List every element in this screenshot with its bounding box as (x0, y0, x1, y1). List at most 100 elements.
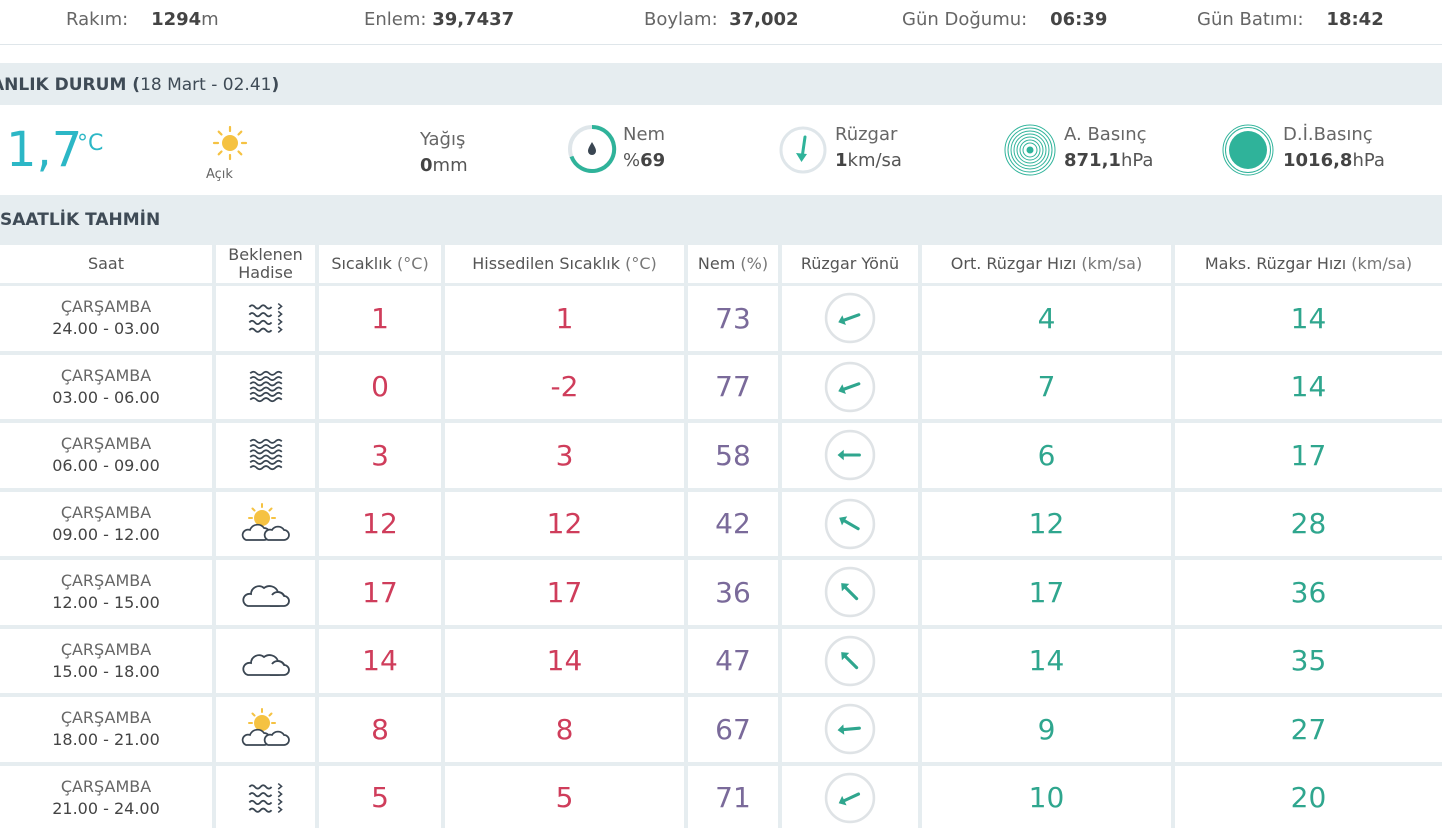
temperature-cell: 5 (319, 766, 441, 830)
current-condition-label: Açık (206, 167, 233, 182)
feels-like-cell: 8 (445, 697, 684, 762)
pressure-icon (1003, 123, 1057, 177)
weather-icon-cell (216, 560, 315, 625)
temperature-cell: 12 (319, 492, 441, 557)
sunset-value: 18:42 (1326, 9, 1383, 30)
feels-like-cell-value: 8 (556, 713, 574, 746)
wind-direction-cell (782, 355, 918, 420)
col-header-ort: Ort. Rüzgar Hızı (km/sa) (922, 245, 1171, 283)
avg-wind-cell-value: 4 (1038, 302, 1056, 335)
pressure-unit: hPa (1121, 150, 1153, 171)
wind-direction-arrow-icon (824, 498, 876, 550)
humidity-cell-value: 71 (715, 781, 751, 814)
sea-level-pressure-number: 1016,8 (1283, 150, 1352, 171)
humidity-cell: 73 (688, 286, 778, 351)
precip-number: 0 (420, 155, 433, 176)
col-header-yon: Rüzgar Yönü (782, 245, 918, 283)
max-wind-cell: 35 (1175, 629, 1442, 694)
current-heading-label: ANLIK DURUM ( (0, 75, 140, 95)
humidity-cell-value: 42 (715, 507, 751, 540)
feels-like-cell: 17 (445, 560, 684, 625)
avg-wind-cell-value: 10 (1029, 781, 1065, 814)
time-range: 09.00 - 12.00 (52, 524, 160, 546)
col-header-hadise-line2: Hadise (238, 264, 293, 282)
temperature-cell-value: 17 (362, 576, 398, 609)
feels-like-cell-value: 12 (547, 507, 583, 540)
temperature-cell-value: 8 (371, 713, 389, 746)
temperature-cell: 17 (319, 560, 441, 625)
avg-wind-cell-value: 7 (1038, 370, 1056, 403)
humidity-cell: 77 (688, 355, 778, 420)
feels-like-cell-value: 1 (556, 302, 574, 335)
wind-direction-arrow-icon (824, 566, 876, 618)
feels-like-cell-value: 3 (556, 439, 574, 472)
temperature-cell: 8 (319, 697, 441, 762)
wind-direction-arrow-icon (824, 635, 876, 687)
sea-level-pressure-icon (1221, 123, 1275, 177)
temperature-cell-value: 5 (371, 781, 389, 814)
humidity-cell-value: 73 (715, 302, 751, 335)
max-wind-cell-value: 36 (1291, 576, 1327, 609)
humidity-label: Nem (623, 124, 665, 145)
altitude-value: 1294 (151, 9, 201, 30)
avg-wind-cell: 6 (922, 423, 1171, 488)
max-wind-cell-value: 14 (1291, 370, 1327, 403)
hourly-forecast-title: SAATLİK TAHMİN (0, 210, 160, 230)
current-temperature-unit: °C (77, 131, 103, 156)
col-header-nem: Nem (%) (688, 245, 778, 283)
humidity-cell: 42 (688, 492, 778, 557)
time-range: 21.00 - 24.00 (52, 798, 160, 820)
wind-direction-arrow-icon (824, 429, 876, 481)
feels-like-cell: -2 (445, 355, 684, 420)
temperature-cell-value: 12 (362, 507, 398, 540)
col-header-ort-label: Ort. Rüzgar Hızı (951, 255, 1077, 273)
current-heading-text: ANLIK DURUM (18 Mart - 02.41) (0, 75, 279, 95)
col-header-hissedilen-unit: (°C) (625, 255, 657, 273)
col-header-sicaklik-label: Sıcaklık (331, 255, 392, 273)
temperature-cell: 0 (319, 355, 441, 420)
col-header-maks-unit: (km/sa) (1351, 255, 1412, 273)
avg-wind-cell-value: 14 (1029, 644, 1065, 677)
temperature-cell: 1 (319, 286, 441, 351)
humidity-cell: 58 (688, 423, 778, 488)
weather-icon-cell (216, 492, 315, 557)
max-wind-cell: 14 (1175, 286, 1442, 351)
feels-like-cell: 3 (445, 423, 684, 488)
weather-icon-cell (216, 697, 315, 762)
max-wind-cell: 14 (1175, 355, 1442, 420)
precip-label: Yağış (420, 129, 465, 150)
sun-icon (212, 125, 248, 161)
altitude: Rakım: 1294m (66, 9, 219, 30)
wind-value: 1km/sa (835, 150, 902, 171)
avg-wind-cell: 12 (922, 492, 1171, 557)
altitude-label: Rakım: (66, 9, 128, 30)
avg-wind-cell: 17 (922, 560, 1171, 625)
avg-wind-cell-value: 9 (1038, 713, 1056, 746)
col-header-saat: Saat (0, 245, 212, 283)
wind-direction-arrow-icon (824, 703, 876, 755)
longitude-label: Boylam: (644, 9, 718, 30)
current-conditions-heading: ANLIK DURUM (18 Mart - 02.41) (0, 63, 1442, 105)
time-range: 24.00 - 03.00 (52, 318, 160, 340)
sea-level-pressure-value: 1016,8hPa (1283, 150, 1385, 171)
day-name: ÇARŞAMBA (61, 639, 151, 661)
day-name: ÇARŞAMBA (61, 776, 151, 798)
col-header-maks-label: Maks. Rüzgar Hızı (1205, 255, 1346, 273)
col-header-hadise-line1: Beklenen (228, 246, 303, 264)
humidity-cell-value: 58 (715, 439, 751, 472)
max-wind-cell-value: 17 (1291, 439, 1327, 472)
col-header-yon-label: Rüzgar Yönü (801, 255, 899, 273)
temperature-cell-value: 3 (371, 439, 389, 472)
max-wind-cell-value: 27 (1291, 713, 1327, 746)
feels-like-cell-value: -2 (551, 370, 579, 403)
avg-wind-cell: 9 (922, 697, 1171, 762)
max-wind-cell-value: 28 (1291, 507, 1327, 540)
day-name: ÇARŞAMBA (61, 365, 151, 387)
time-range: 15.00 - 18.00 (52, 661, 160, 683)
current-temperature: 1,7 (6, 123, 82, 177)
wind-number: 1 (835, 150, 848, 171)
max-wind-cell: 27 (1175, 697, 1442, 762)
